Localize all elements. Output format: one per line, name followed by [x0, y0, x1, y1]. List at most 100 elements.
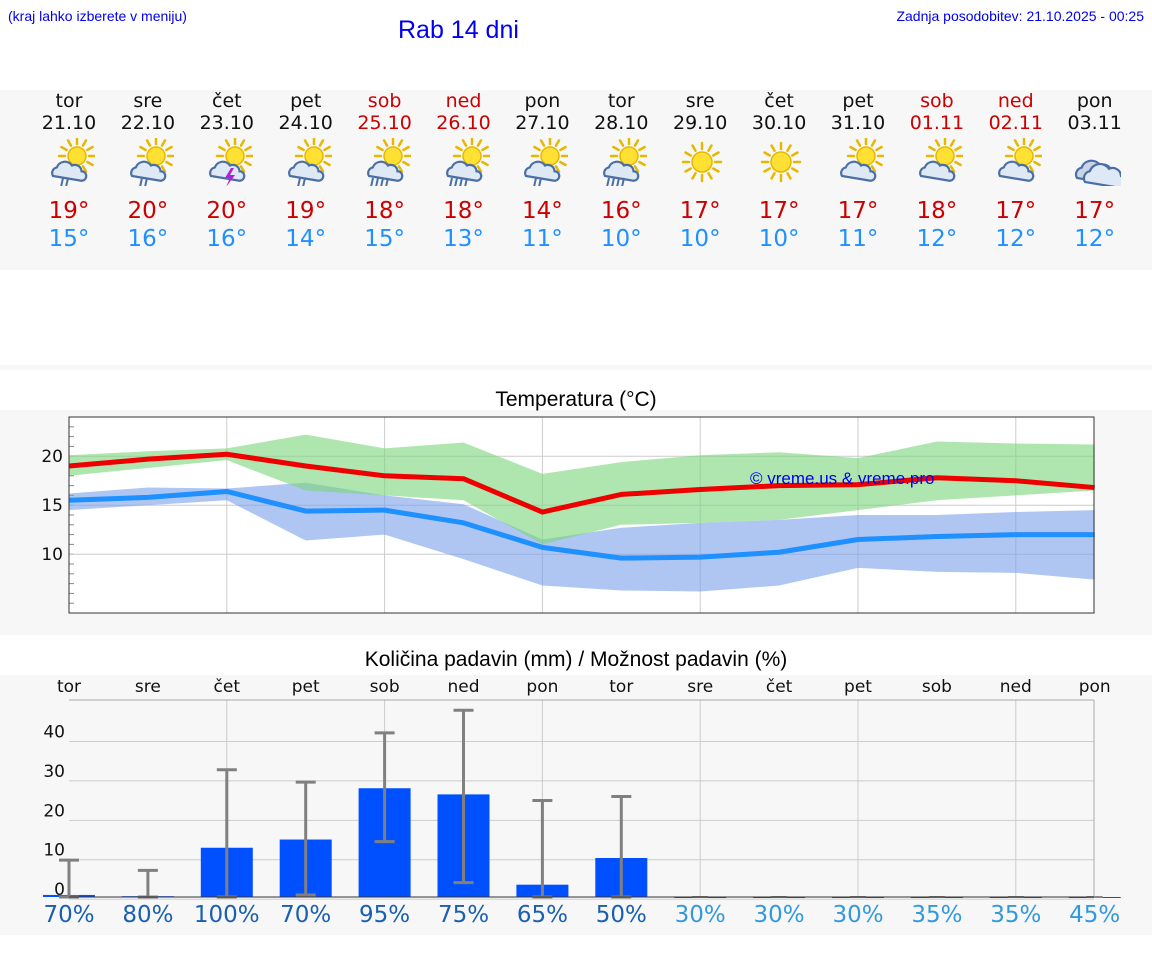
sun-icon: [681, 141, 723, 183]
watermark: © vreme.us & vreme.pro: [750, 469, 934, 488]
error-bar: [295, 780, 316, 897]
min-temperature: 12°: [916, 226, 958, 252]
max-temperature: 17°: [995, 198, 1037, 224]
sun-cloud-icon: [918, 138, 963, 182]
day-name: ned: [445, 90, 482, 112]
sun-thunder-icon: [208, 138, 253, 186]
min-temperature: 10°: [600, 226, 642, 252]
y-tick-label: 40: [43, 723, 65, 743]
day-name: čet: [764, 90, 794, 112]
max-temperature-line: [68, 451, 1095, 515]
daily-forecast-panel: tor 21.10 19° 15° sre 22.10 20° 16° čet 23.10 20° 1…: [0, 90, 1152, 270]
max-range-band: [69, 434, 1095, 545]
sun-cloud-rain-icon: [524, 138, 569, 186]
precip-probability: 70%: [43, 902, 95, 928]
max-temperature: 17°: [1074, 198, 1116, 224]
max-temperature: 17°: [837, 198, 879, 224]
x-category-label: sre: [687, 677, 713, 697]
x-category-label: tor: [609, 677, 633, 697]
max-temperature: 18°: [916, 198, 958, 224]
precip-probability: 30%: [674, 902, 726, 928]
cloudy-icon: [1074, 159, 1121, 186]
day-name: ned: [997, 90, 1034, 112]
y-tick-label: 0: [54, 880, 65, 900]
day-date: 30.10: [751, 112, 807, 134]
precip-probability: 35%: [911, 902, 963, 928]
day-date: 26.10: [436, 112, 491, 134]
day-date: 29.10: [672, 112, 728, 134]
x-category-label: ned: [447, 677, 479, 697]
min-temperature: 14°: [285, 226, 327, 252]
precip-probability: 35%: [990, 902, 1042, 928]
min-temperature: 16°: [206, 226, 248, 252]
day-name: tor: [55, 90, 83, 112]
max-temperature: 20°: [206, 198, 248, 224]
temperature-chart-title: Temperatura (°C): [495, 388, 657, 411]
x-category-label: pon: [1079, 677, 1111, 697]
day-date: 23.10: [199, 112, 254, 134]
day-name: pon: [524, 90, 561, 112]
min-temperature: 10°: [758, 226, 800, 252]
precipitation-chart-title: Količina padavin (mm) / Možnost padavin …: [364, 648, 788, 671]
precip-probability: 75%: [437, 902, 490, 928]
day-date: 21.10: [41, 112, 97, 134]
precip-probability: 70%: [280, 902, 332, 928]
day-date: 27.10: [515, 112, 570, 134]
precip-probability: 80%: [122, 902, 174, 928]
day-name: pon: [1076, 90, 1113, 112]
sun-cloud-heavy-rain-icon: [603, 138, 648, 186]
precip-probability: 95%: [359, 902, 411, 928]
precipitation-chart: 0 10 20 30 40 tor sre čet pet sob ned pon tor sre čet p…: [43, 677, 1121, 900]
max-temperature: 14°: [522, 198, 563, 224]
precip-probability: 30%: [832, 902, 884, 928]
error-bar: [374, 731, 395, 844]
precip-probability: 45%: [1069, 902, 1121, 928]
precip-probability: 50%: [595, 902, 647, 928]
day-date: 24.10: [278, 112, 333, 134]
y-tick-label: 30: [43, 762, 65, 782]
plot-border: [68, 416, 1095, 614]
min-temperature: 13°: [443, 226, 484, 252]
max-temperature: 18°: [364, 198, 405, 224]
sun-cloud-rain-icon: [129, 138, 174, 186]
day-date: 01.11: [909, 112, 965, 134]
y-tick-label: 20: [41, 447, 63, 467]
precip-probability: 65%: [516, 902, 568, 928]
day-date: 28.10: [594, 112, 649, 134]
x-category-label: sre: [135, 677, 161, 697]
sun-cloud-icon: [840, 138, 884, 182]
day-date: 25.10: [357, 112, 412, 134]
min-temperature: 15°: [364, 226, 405, 252]
sun-icon: [760, 141, 802, 183]
max-temperature: 17°: [679, 198, 721, 224]
day-date: 31.10: [830, 112, 886, 134]
x-category-label: sob: [370, 677, 400, 697]
day-date: 03.11: [1067, 112, 1122, 134]
day-name: čet: [212, 90, 242, 112]
sun-cloud-rain-icon: [287, 138, 332, 186]
x-category-label: sob: [922, 677, 952, 697]
min-temperature: 11°: [837, 226, 879, 252]
sun-cloud-heavy-rain-icon: [366, 138, 411, 186]
day-name: tor: [607, 90, 635, 112]
max-temperature: 20°: [127, 198, 169, 224]
page-title: Rab 14 dni: [398, 16, 519, 44]
x-category-label: pet: [844, 677, 872, 697]
min-temperature: 12°: [995, 226, 1037, 252]
max-temperature: 16°: [600, 198, 642, 224]
min-temperature: 15°: [48, 226, 90, 252]
max-temperature: 19°: [48, 198, 90, 224]
day-date: 22.10: [120, 112, 176, 134]
max-temperature: 17°: [758, 198, 800, 224]
min-temperature: 10°: [679, 226, 721, 252]
temperature-chart: 10 15 20 © vreme.us & vreme.pro: [41, 416, 1095, 614]
precip-probability: 30%: [753, 902, 805, 928]
x-category-label: tor: [57, 677, 81, 697]
x-category-label: čet: [214, 677, 241, 697]
last-updated: Zadnja posodobitev: 21.10.2025 - 00:25: [896, 8, 1144, 24]
x-category-label: pon: [526, 677, 558, 697]
x-category-label: ned: [1000, 677, 1032, 697]
day-name: sob: [920, 90, 954, 112]
sun-cloud-rain-icon: [51, 138, 95, 186]
precip-probability: 100%: [193, 902, 260, 928]
